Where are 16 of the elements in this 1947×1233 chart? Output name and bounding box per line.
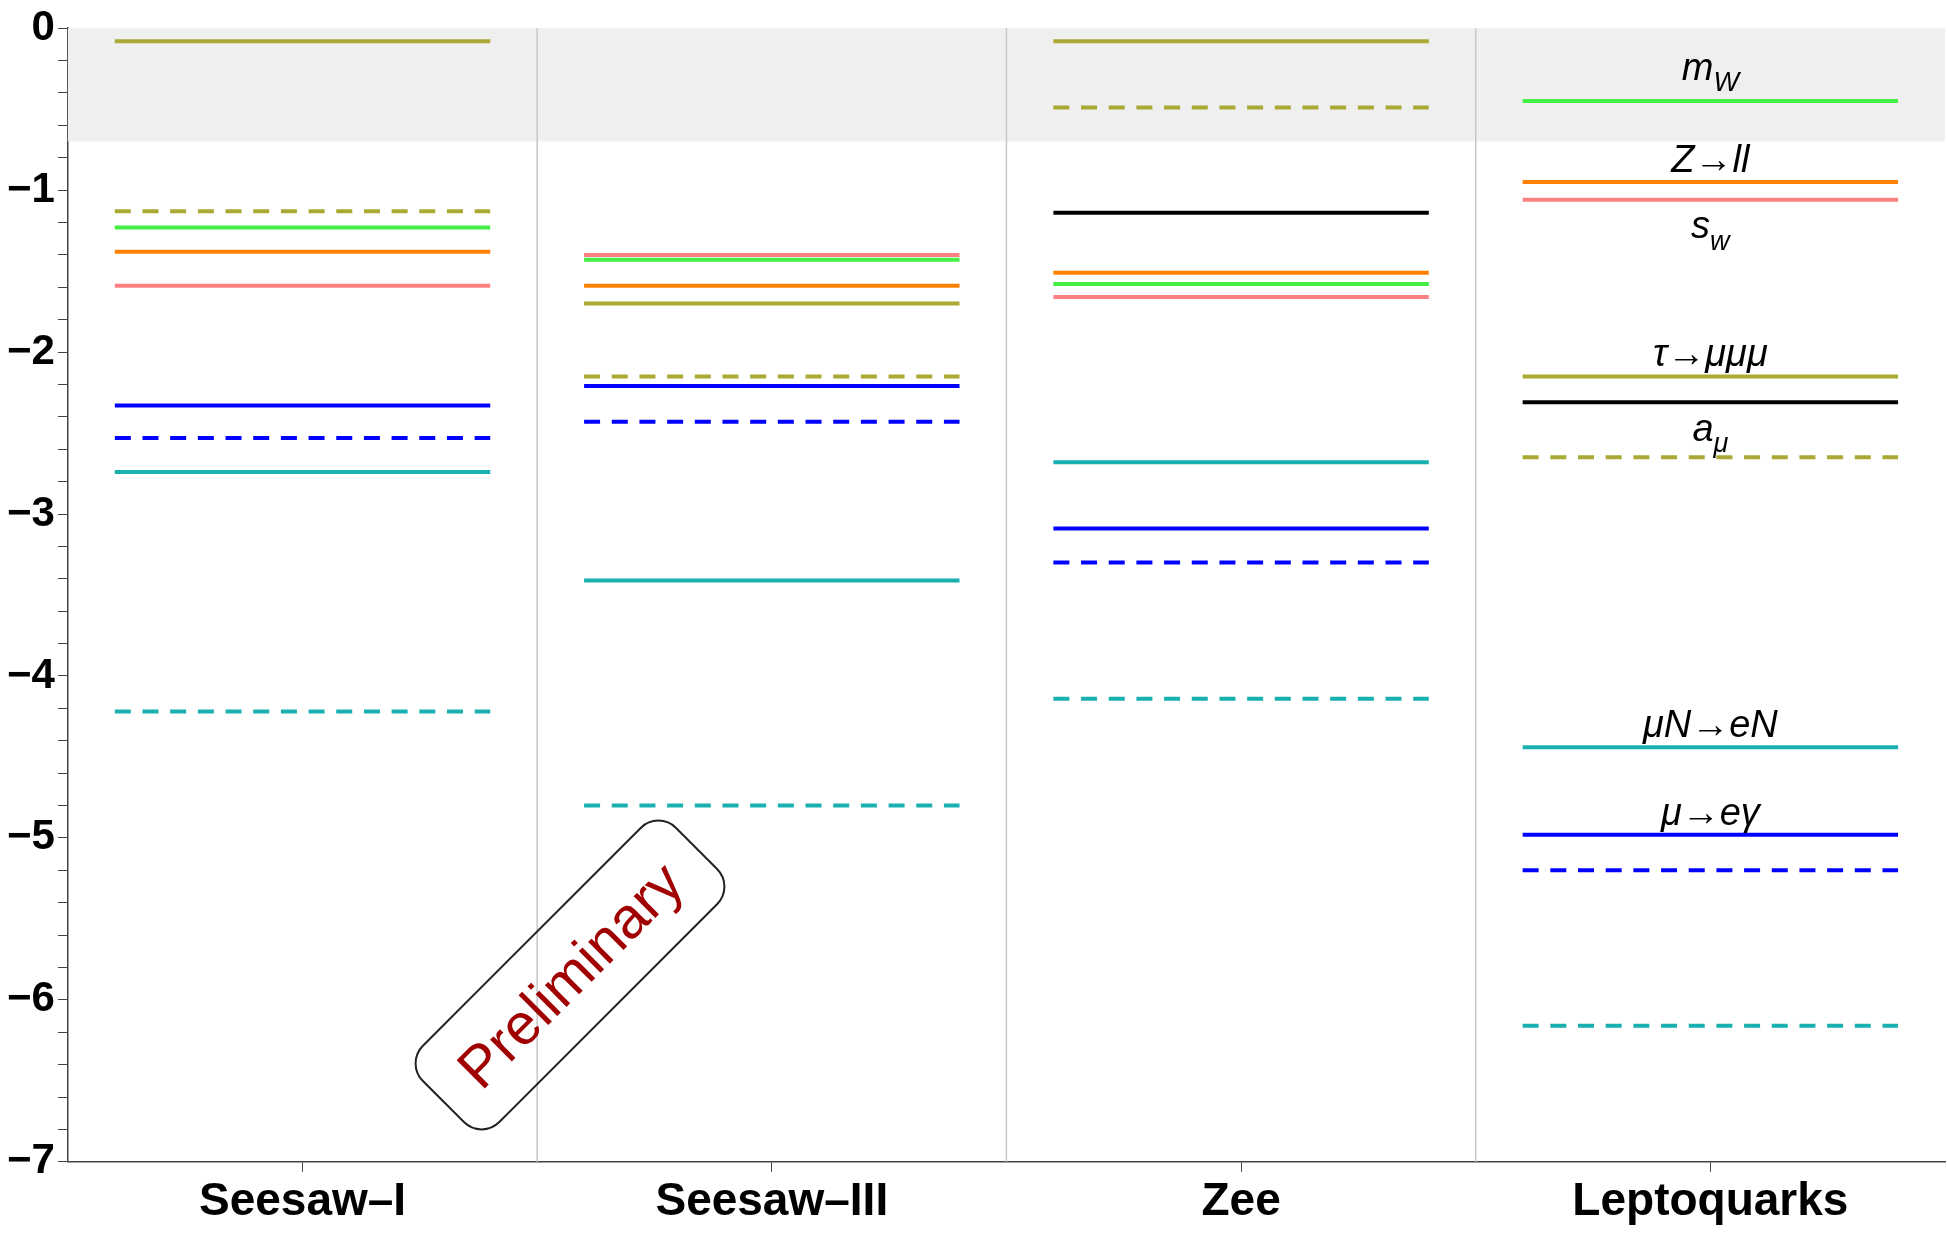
x-tick-label: Seesaw–III [655, 1173, 889, 1226]
series-label: Z→ll [1670, 138, 1751, 181]
y-tick-label: −4 [7, 649, 56, 697]
x-tick-label: Seesaw–I [198, 1173, 407, 1226]
y-tick-label: −1 [7, 163, 55, 211]
y-tick-label: −7 [7, 1135, 55, 1183]
y-tick-label: −2 [7, 325, 55, 373]
y-tick-label: 0 [31, 1, 55, 49]
series-label: μ→eγ [1659, 790, 1762, 833]
x-tick-label: Leptoquarks [1572, 1173, 1849, 1226]
y-tick-label: −6 [7, 973, 55, 1021]
x-tick-label: Zee [1201, 1173, 1281, 1226]
series-label: μN→eN [1641, 703, 1779, 746]
y-tick-label: −3 [7, 487, 55, 535]
y-tick-label: −5 [7, 811, 55, 859]
series-label: τ→μμμ [1653, 332, 1768, 375]
